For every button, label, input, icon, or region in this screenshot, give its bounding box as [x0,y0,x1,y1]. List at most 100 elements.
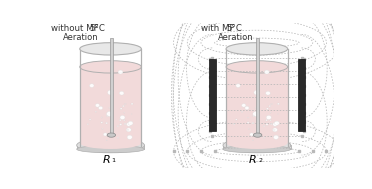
Ellipse shape [80,137,141,149]
Ellipse shape [255,132,259,136]
Ellipse shape [253,115,254,117]
Ellipse shape [95,111,97,112]
Text: $R$: $R$ [248,153,257,165]
Text: $_2$: $_2$ [258,156,263,165]
Ellipse shape [106,112,113,116]
Ellipse shape [99,106,103,110]
Ellipse shape [77,146,144,153]
Ellipse shape [266,124,268,125]
Text: Aeration: Aeration [63,33,99,43]
Ellipse shape [109,135,110,136]
Ellipse shape [124,104,125,105]
Text: without MF: without MF [51,24,98,33]
Ellipse shape [102,128,103,129]
Ellipse shape [87,124,89,125]
Ellipse shape [270,123,272,125]
Ellipse shape [223,138,291,153]
Ellipse shape [131,103,133,105]
Ellipse shape [273,135,279,139]
Ellipse shape [117,125,119,127]
Text: with MF: with MF [201,24,235,33]
Ellipse shape [106,140,107,141]
Ellipse shape [275,121,279,125]
Ellipse shape [119,91,124,95]
Ellipse shape [236,84,240,88]
Ellipse shape [272,104,273,105]
Ellipse shape [89,119,91,120]
Bar [298,59,305,131]
Ellipse shape [223,146,291,153]
Ellipse shape [126,128,131,132]
Ellipse shape [108,90,113,95]
Ellipse shape [226,61,288,73]
Ellipse shape [120,115,125,119]
Ellipse shape [256,135,257,136]
Ellipse shape [109,132,112,136]
Polygon shape [77,145,144,149]
Ellipse shape [80,43,141,55]
Ellipse shape [270,112,271,113]
Text: $R$: $R$ [102,153,110,165]
Ellipse shape [248,128,249,129]
Ellipse shape [119,119,121,121]
Ellipse shape [266,119,267,121]
Ellipse shape [80,61,141,73]
Ellipse shape [90,84,94,88]
Ellipse shape [241,111,243,112]
Ellipse shape [119,124,122,125]
Polygon shape [256,38,259,135]
Ellipse shape [273,128,278,132]
Ellipse shape [266,115,271,119]
Bar [209,59,216,131]
Ellipse shape [125,104,126,105]
Ellipse shape [269,105,271,107]
Ellipse shape [122,105,124,107]
Text: $_1$: $_1$ [111,156,117,165]
Ellipse shape [226,137,288,149]
Ellipse shape [106,122,108,124]
Ellipse shape [273,122,277,126]
Ellipse shape [235,119,237,120]
Ellipse shape [252,122,254,124]
Ellipse shape [126,122,131,126]
Ellipse shape [127,135,132,139]
Ellipse shape [101,117,102,118]
Polygon shape [223,145,291,149]
Ellipse shape [124,112,125,113]
Ellipse shape [77,138,144,153]
Ellipse shape [270,120,271,121]
Polygon shape [110,38,113,135]
Ellipse shape [247,117,248,118]
Ellipse shape [270,104,271,105]
Polygon shape [80,67,141,143]
Ellipse shape [266,91,270,95]
Ellipse shape [254,90,260,95]
Text: 5°C: 5°C [90,24,106,33]
Ellipse shape [117,137,119,138]
Ellipse shape [124,120,125,121]
Ellipse shape [127,129,129,130]
Ellipse shape [263,125,265,127]
Ellipse shape [253,133,262,137]
Polygon shape [226,67,288,143]
Text: 5°C: 5°C [227,24,243,33]
Ellipse shape [95,104,100,107]
Ellipse shape [107,133,116,137]
Ellipse shape [106,115,108,117]
Ellipse shape [124,123,126,125]
Ellipse shape [250,133,254,136]
Text: Aeration: Aeration [218,33,254,43]
Ellipse shape [264,70,269,74]
Ellipse shape [245,106,249,110]
Ellipse shape [103,133,107,136]
Ellipse shape [120,108,122,110]
Ellipse shape [101,122,103,123]
Ellipse shape [253,112,259,116]
Ellipse shape [128,121,133,125]
Ellipse shape [277,103,279,105]
Ellipse shape [273,129,275,130]
Ellipse shape [226,43,288,55]
Ellipse shape [247,122,249,123]
Ellipse shape [242,104,246,107]
Ellipse shape [266,108,269,110]
